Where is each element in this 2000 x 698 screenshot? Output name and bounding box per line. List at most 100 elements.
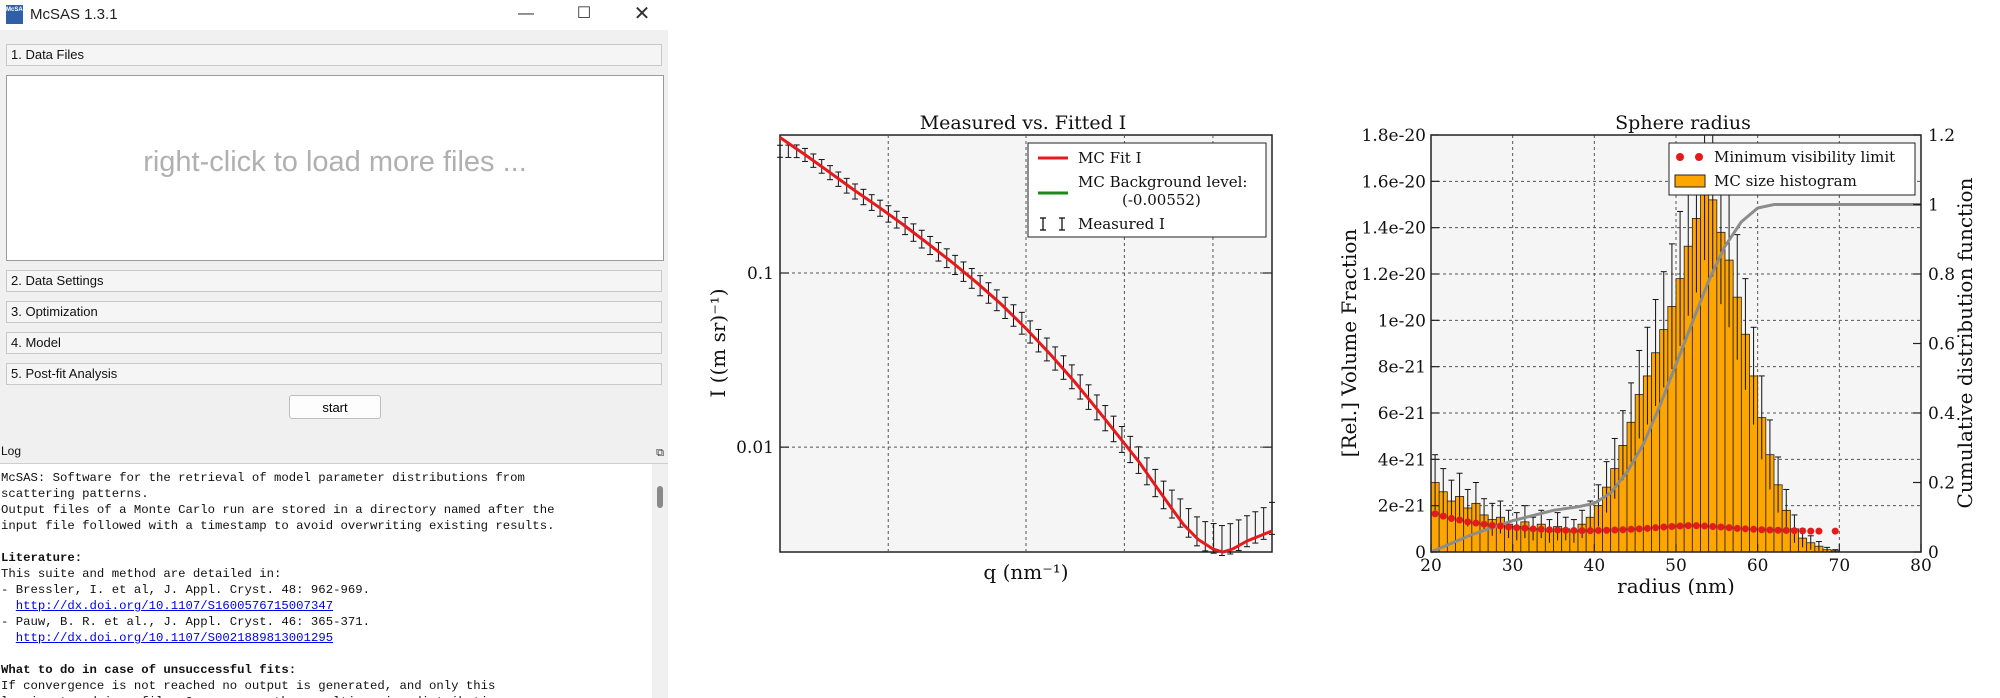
log-header: Log ⧉ [0,441,668,461]
log-line [1,646,554,662]
measured-point [1202,521,1209,552]
chart2-ylabel: [Rel.] Volume Fraction [1337,229,1361,458]
visibility-limit-point [1594,526,1602,534]
legend-measured-label: Measured I [1078,215,1165,233]
visibility-limit-point [1611,526,1619,534]
visibility-limit-point [1431,510,1439,518]
log-line: scattering patterns. [1,487,149,501]
log-text: McSAS: Software for the retrieval of mod… [1,470,554,698]
log-title: Log [1,444,22,458]
legend-histogram-swatch [1674,174,1706,188]
measured-point [793,144,800,159]
doi-link[interactable]: http://dx.doi.org/10.1107/S1600576715007… [15,599,334,613]
chart1-ytick-label: 0.1 [747,264,774,284]
visibility-limit-point [1439,512,1447,520]
visibility-limit-point [1554,526,1562,534]
visibility-limit-point [1660,523,1668,531]
visibility-limit-point [1464,518,1472,526]
maximize-button[interactable]: ☐ [561,0,607,30]
chart2-y2tick-label: 0 [1928,543,1939,563]
log-line: What to do in case of unsuccessful fits: [1,663,297,677]
chart2-y2label: Cumulative distribution function [1953,177,1977,508]
visibility-limit-point [1537,525,1545,533]
log-line: http://dx.doi.org/10.1107/S1600576715007… [1,598,554,614]
section-data-files[interactable]: 1. Data Files [6,44,662,66]
legend-measured-swatch [1040,217,1065,231]
chart2-ytick-label: 6e-21 [1378,404,1426,424]
legend-background-value: (-0.00552) [1122,191,1201,209]
visibility-limit-point [1815,527,1823,535]
chart2-ytick-label: 1.8e-20 [1362,126,1426,146]
log-panel[interactable]: McSAS: Software for the retrieval of mod… [0,463,668,698]
measured-point [1193,516,1200,547]
data-files-list[interactable]: right-click to load more files ... [6,75,664,261]
legend-visibility-label: Minimum visibility limit [1714,148,1895,166]
section-model[interactable]: 4. Model [6,332,662,354]
chart2-xtick-label: 70 [1829,556,1851,576]
title-bar: McSAS McSAS 1.3.1 — ☐ ✕ [0,0,668,30]
doi-link[interactable]: http://dx.doi.org/10.1107/S0021889813001… [15,631,334,645]
visibility-limit-point [1619,526,1627,534]
maximize-icon: ☐ [576,5,592,22]
section-optimization[interactable]: 3. Optimization [6,301,662,323]
log-scrollbar-thumb[interactable] [657,486,663,508]
visibility-limit-point [1586,527,1594,535]
visibility-limit-point [1741,525,1749,533]
chart2-y2tick-label: 0.2 [1928,474,1955,494]
visibility-limit-point [1799,527,1807,535]
chart2-ytick-label: 8e-21 [1378,358,1426,378]
visibility-limit-point [1717,523,1725,531]
chart1-ylabel: I ((m sr)⁻¹) [706,288,730,397]
visibility-limit-point [1692,522,1700,530]
visibility-limit-point [1733,524,1741,532]
log-line: http://dx.doi.org/10.1107/S0021889813001… [1,630,554,646]
chart2-y2tick-label: 0.4 [1928,404,1955,424]
visibility-limit-point [1488,521,1496,529]
visibility-limit-point [1529,525,1537,533]
log-line: Output files of a Monte Carlo run are st… [1,503,555,517]
visibility-limit-point [1790,527,1798,535]
chart2-ytick-label: 1.2e-20 [1362,265,1426,285]
visibility-limit-point [1701,522,1709,530]
chart2-y2tick-label: 0.6 [1928,335,1955,355]
legend-visibility-dot-1 [1676,153,1684,161]
chart1-title: Measured vs. Fitted I [920,112,1127,134]
visibility-limit-point [1766,526,1774,534]
log-line: McSAS: Software for the retrieval of mod… [1,471,525,485]
chart2-xtick-label: 20 [1420,556,1442,576]
visibility-limit-point [1684,522,1692,530]
log-line: Literature: [1,551,83,565]
section-post-fit-analysis[interactable]: 5. Post-fit Analysis [6,363,662,385]
section-data-settings[interactable]: 2. Data Settings [6,270,662,292]
chart2-ytick-label: 0 [1415,543,1426,563]
visibility-limit-point [1513,524,1521,532]
visibility-limit-point [1496,522,1504,530]
minimize-button[interactable]: — [503,0,549,30]
legend-histogram-label: MC size histogram [1714,172,1857,190]
chart2-y2tick-label: 0.8 [1928,265,1955,285]
visibility-limit-point [1807,527,1815,535]
chart2-title: Sphere radius [1615,112,1751,134]
sphere-radius-chart: Sphere radius 20 30 40 50 60 70 8002e-214e-216… [1337,112,1977,595]
visibility-limit-point [1578,527,1586,535]
chart2-xtick-label: 30 [1502,556,1524,576]
visibility-limit-point [1545,526,1553,534]
visibility-limit-point [1652,524,1660,532]
chart2-legend: Minimum visibility limit MC size histogr… [1668,142,1916,196]
chart2-y2tick-label: 1.2 [1928,126,1955,146]
chart2-xtick-label: 40 [1584,556,1606,576]
chart2-xtick-label: 60 [1747,556,1769,576]
log-line: log is stored in a file. On success, the… [1,694,554,698]
files-placeholder: right-click to load more files ... [143,146,527,178]
log-line: If convergence is not reached no output … [1,679,496,693]
log-scrollbar[interactable] [652,464,668,698]
undock-icon[interactable]: ⧉ [656,447,664,459]
visibility-limit-point [1447,514,1455,522]
mcsas-window: McSAS McSAS 1.3.1 — ☐ ✕ 1. Data Files ri… [0,0,668,698]
close-button[interactable]: ✕ [619,0,665,30]
minimize-icon: — [518,5,534,22]
visibility-limit-point [1480,520,1488,528]
visibility-limit-point [1643,524,1651,532]
start-button[interactable]: start [289,395,381,419]
chart1-ytick-label: 0.01 [736,438,774,458]
